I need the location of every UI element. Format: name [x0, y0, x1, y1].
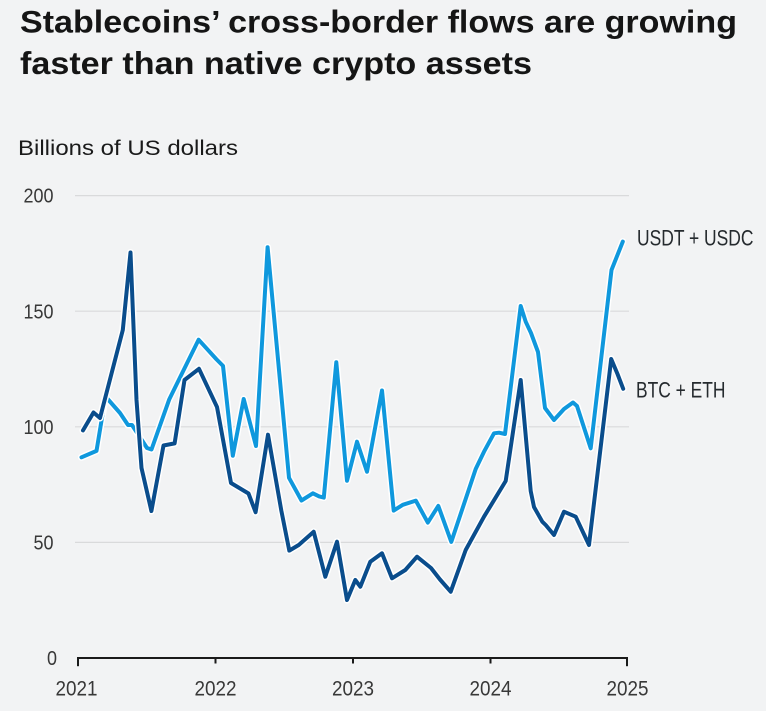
svg-text:2023: 2023 — [332, 678, 374, 701]
svg-text:2025: 2025 — [607, 678, 649, 701]
svg-text:Stablecoins’ cross-border flow: Stablecoins’ cross-border flows are grow… — [20, 4, 737, 40]
svg-text:150: 150 — [24, 300, 54, 323]
svg-text:200: 200 — [24, 185, 54, 208]
svg-text:BTC + ETH: BTC + ETH — [636, 378, 726, 403]
svg-text:Billions of US dollars: Billions of US dollars — [18, 136, 238, 160]
svg-text:2021: 2021 — [56, 678, 98, 701]
svg-text:USDT + USDC: USDT + USDC — [637, 226, 754, 251]
svg-text:50: 50 — [34, 531, 54, 554]
svg-text:100: 100 — [24, 416, 54, 439]
svg-text:0: 0 — [47, 647, 57, 670]
svg-text:2024: 2024 — [470, 678, 512, 701]
svg-text:faster than native crypto asse: faster than native crypto assets — [20, 45, 532, 81]
svg-text:2022: 2022 — [195, 678, 237, 701]
